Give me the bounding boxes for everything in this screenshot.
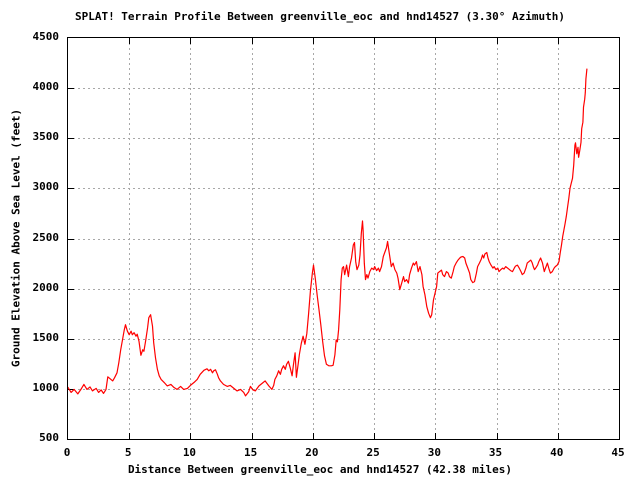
y-tick-label: 1500 <box>32 330 60 344</box>
plot-area <box>67 37 620 440</box>
chart-title: SPLAT! Terrain Profile Between greenvill… <box>74 10 566 23</box>
x-tick-label: 30 <box>427 446 441 459</box>
y-tick-label: 4000 <box>32 80 60 94</box>
x-tick-label: 5 <box>124 446 132 459</box>
terrain-profile-svg <box>68 38 619 439</box>
y-tick-label: 2500 <box>32 230 60 244</box>
y-tick-label: 3000 <box>32 180 60 194</box>
x-tick-label: 10 <box>182 446 197 459</box>
y-tick-label: 500 <box>39 431 59 444</box>
x-tick-label: 40 <box>550 446 564 459</box>
x-tick-label: 20 <box>305 446 319 459</box>
y-tick-label: 3500 <box>32 130 60 144</box>
x-tick-label: 0 <box>63 446 71 459</box>
y-tick-label: 1000 <box>32 380 60 394</box>
y-tick-label: 4500 <box>32 30 60 43</box>
x-tick-label: 35 <box>488 446 503 459</box>
y-tick-label: 2000 <box>32 280 60 294</box>
x-axis-label: Distance Between greenville_eoc and hnd1… <box>127 463 513 476</box>
terrain-elevation-line <box>68 68 588 397</box>
x-tick-label: 15 <box>244 446 258 459</box>
x-tick-label: 45 <box>611 446 625 459</box>
x-tick-label: 25 <box>366 446 380 459</box>
